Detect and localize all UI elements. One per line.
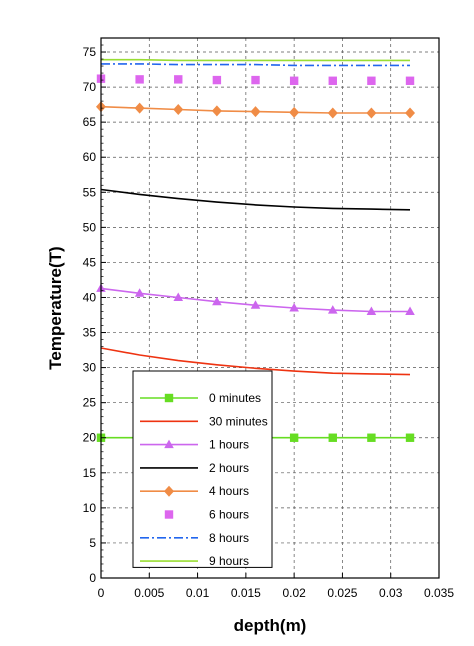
y-tick-label: 45 xyxy=(83,255,97,269)
ticks: 0 0.005 0.01 0.015 0.02 0.025 0.03 0.035 0 5 10 15 2… xyxy=(83,44,454,600)
x-tick-label: 0.02 xyxy=(282,586,306,600)
data-point xyxy=(405,107,416,119)
legend-entry: 9 hours xyxy=(140,554,249,568)
legend-swatch-marker xyxy=(164,439,174,449)
plot-frame xyxy=(100,37,440,579)
data-point xyxy=(173,104,184,116)
series-line xyxy=(100,347,411,376)
legend-label: 4 hours xyxy=(209,484,249,498)
data-point xyxy=(405,306,415,316)
series-line xyxy=(101,63,410,67)
data-point xyxy=(367,433,376,442)
x-tick-label: 0.03 xyxy=(379,586,403,600)
data-point xyxy=(134,288,145,297)
y-tick-label: 30 xyxy=(83,361,97,375)
x-tick-label: 0.005 xyxy=(134,586,164,600)
data-point xyxy=(212,75,222,85)
series-1 xyxy=(100,347,411,376)
data-point xyxy=(405,433,415,442)
legend: 0 minutes 30 minutes 1 hours 2 hours 4 hours… xyxy=(132,370,273,568)
legend-swatch-marker xyxy=(164,485,174,497)
legend-label: 8 hours xyxy=(209,531,249,545)
y-tick-label: 50 xyxy=(83,220,97,234)
y-tick-label: 40 xyxy=(83,290,97,304)
data-point xyxy=(250,106,261,118)
series-line xyxy=(100,188,411,211)
data-point xyxy=(211,105,222,117)
legend-label: 1 hours xyxy=(209,438,249,452)
x-tick-label: 0.025 xyxy=(327,586,357,600)
series-7 xyxy=(101,58,410,62)
series-2 xyxy=(96,283,415,316)
series-line xyxy=(101,58,410,62)
data-point xyxy=(134,102,145,114)
data-point xyxy=(289,76,299,85)
legend-entry: 1 hours xyxy=(140,438,249,452)
legend-label: 0 minutes xyxy=(209,391,261,405)
data-point xyxy=(366,306,377,316)
legend-entry: 6 hours xyxy=(164,508,249,522)
data-point xyxy=(366,107,377,119)
y-tick-label: 55 xyxy=(83,185,97,199)
y-tick-label: 70 xyxy=(83,80,97,94)
y-tick-label: 5 xyxy=(89,536,96,550)
data-point xyxy=(327,107,338,119)
y-tick-label: 65 xyxy=(83,115,97,129)
data-point xyxy=(289,303,299,312)
series-4 xyxy=(96,101,416,119)
x-tick-label: 0.015 xyxy=(231,586,261,600)
x-tick-label: 0.035 xyxy=(424,586,454,600)
legend-entry: 0 minutes xyxy=(140,391,261,405)
data-point xyxy=(212,296,222,306)
y-tick-label: 15 xyxy=(83,466,97,480)
data-point xyxy=(405,76,415,85)
legend-box xyxy=(132,370,273,568)
data-point xyxy=(367,76,376,85)
data-point xyxy=(251,75,260,85)
legend-label: 9 hours xyxy=(209,554,249,568)
legend-entry: 4 hours xyxy=(140,484,249,498)
legend-swatch-marker xyxy=(164,393,174,403)
y-axis-title: Temperature(T) xyxy=(46,246,65,369)
legend-swatch-marker xyxy=(164,510,174,519)
data-point xyxy=(328,433,337,442)
data-point xyxy=(250,300,261,309)
data-point xyxy=(289,433,299,442)
y-tick-label: 0 xyxy=(89,571,96,585)
y-tick-label: 10 xyxy=(83,501,97,515)
x-tick-label: 0.01 xyxy=(186,586,210,600)
y-tick-label: 75 xyxy=(83,45,97,59)
y-tick-label: 20 xyxy=(83,431,97,445)
legend-entry: 2 hours xyxy=(140,461,249,475)
series-layer xyxy=(96,58,416,442)
x-axis-title: depth(m) xyxy=(234,616,307,635)
y-tick-label: 60 xyxy=(83,150,97,164)
data-point xyxy=(173,292,184,301)
series-6 xyxy=(101,63,410,67)
legend-entry: 8 hours xyxy=(140,531,249,545)
legend-label: 2 hours xyxy=(209,461,249,475)
legend-label: 6 hours xyxy=(209,508,249,522)
data-point xyxy=(135,75,144,84)
data-point xyxy=(328,76,337,85)
y-tick-label: 25 xyxy=(83,396,97,410)
x-tick-label: 0 xyxy=(98,586,105,600)
data-point xyxy=(289,106,300,118)
series-3 xyxy=(100,188,411,211)
data-point xyxy=(174,75,183,84)
y-tick-label: 35 xyxy=(83,326,97,340)
data-point xyxy=(327,305,338,314)
legend-label: 30 minutes xyxy=(209,414,268,428)
legend-entry: 30 minutes xyxy=(140,414,268,428)
